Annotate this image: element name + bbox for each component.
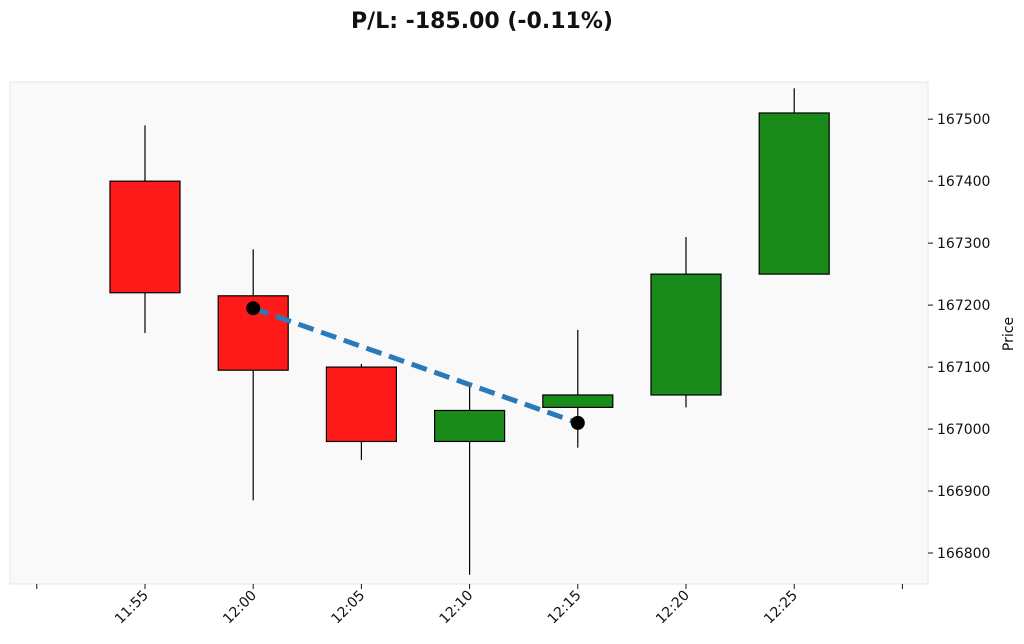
x-tick-label: 12:05 [328, 588, 368, 628]
x-tick-label: 12:15 [545, 588, 585, 628]
x-axis: 11:55 12:00 12:05 12:10 12:15 12:20 12:25 [36, 584, 903, 628]
trade-group [246, 301, 585, 430]
x-tick-label: 12:00 [220, 588, 260, 628]
y-tick-label: 167500 [937, 112, 990, 128]
x-tick-label: 12:10 [437, 588, 477, 628]
candle-body-down [325, 366, 397, 443]
candle-body-up [758, 112, 830, 275]
x-tick-label: 12:20 [653, 588, 693, 628]
y-tick-label: 166900 [937, 484, 990, 500]
y-tick-label: 167000 [937, 422, 990, 438]
candle-body-up [542, 394, 614, 408]
y-tick-label: 167200 [937, 298, 990, 314]
y-tick-label: 167300 [937, 236, 990, 252]
x-tick-label: 12:25 [761, 588, 801, 628]
chart-title: P/L: -185.00 (-0.11%) [351, 9, 613, 34]
trade-entry-marker [246, 301, 261, 316]
candle-body-up [434, 409, 506, 443]
candle-body-down [109, 180, 181, 294]
trade-line [252, 305, 579, 426]
trade-exit-marker [570, 415, 585, 430]
y-axis-label: Price [1001, 317, 1017, 351]
y-tick-label: 167100 [937, 360, 990, 376]
candle-body-up [650, 273, 722, 396]
y-axis: 166800 166900 167000 167100 167200 167300 1674… [928, 112, 990, 562]
y-tick-label: 167400 [937, 174, 990, 190]
x-tick-label: 11:55 [112, 588, 152, 628]
y-tick-label: 166800 [937, 546, 990, 562]
